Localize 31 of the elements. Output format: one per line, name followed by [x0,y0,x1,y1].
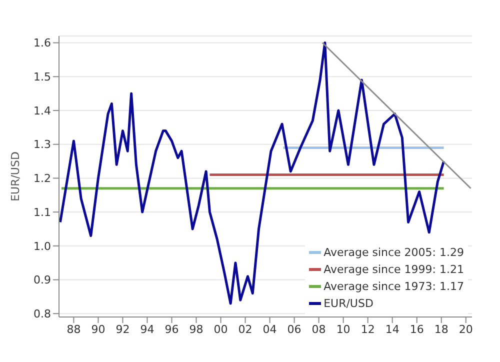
y-tick-label: 1.6 [34,36,51,50]
legend-label: Average since 1999: 1.21 [324,263,464,276]
x-tick-label: 94 [140,322,154,336]
x-tick-label: 10 [336,322,350,336]
x-tick-label: 20 [458,322,473,336]
y-tick-label: 1.2 [34,172,51,186]
legend-label: EUR/USD [324,297,374,310]
x-tick-label: 16 [410,322,424,336]
x-tick-label: 04 [262,322,277,336]
legend-label: Average since 2005: 1.29 [324,246,464,259]
y-tick-label: 1.0 [34,240,51,253]
x-tick-label: 00 [214,322,228,336]
x-tick-label: 08 [312,322,326,336]
x-tick-label: 02 [238,322,252,336]
y-tick-label: 1.5 [34,70,51,84]
x-tick-label: 96 [164,322,179,336]
x-tick-label: 06 [287,322,302,336]
x-tick-label: 88 [66,322,81,336]
x-tick-label: 92 [116,322,130,336]
x-tick-label: 18 [434,322,448,336]
legend-label: Average since 1973: 1.17 [324,280,464,293]
y-axis-title: EUR/USD [8,152,22,202]
y-tick-label: 0.9 [34,274,51,287]
y-tick-label: 1.3 [34,138,51,152]
y-tick-label: 1.1 [34,206,51,219]
x-tick-label: 14 [385,322,400,336]
y-tick-label: 1.4 [34,104,51,118]
y-tick-label: 0.8 [34,308,51,321]
x-tick-label: 98 [189,322,204,336]
x-tick-label: 12 [360,322,375,336]
x-tick-label: 90 [91,322,106,336]
